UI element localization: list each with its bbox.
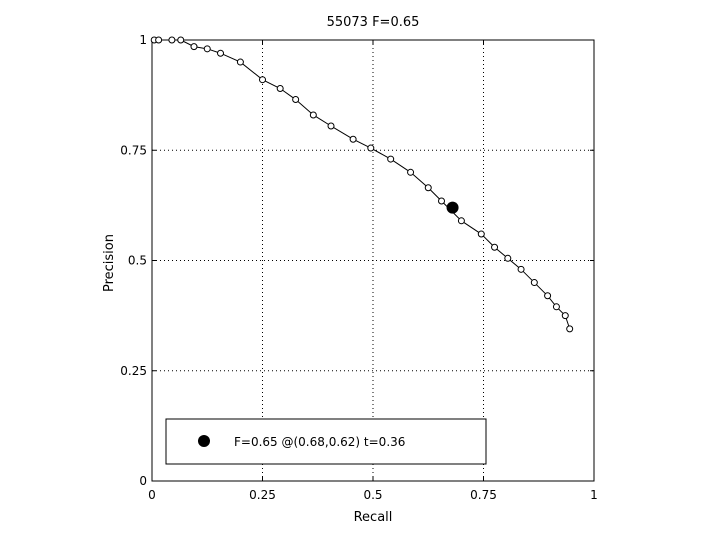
- legend-label: F=0.65 @(0.68,0.62) t=0.36: [234, 435, 405, 449]
- highlight-group: [446, 201, 459, 214]
- data-point: [309, 111, 317, 119]
- x-tick-label: 0.75: [470, 488, 497, 502]
- data-point: [424, 184, 432, 192]
- y-tick-label: 0.5: [128, 254, 147, 268]
- data-point: [349, 135, 357, 143]
- y-tick-labels: 0 0.25 0.5 0.75 1: [120, 33, 147, 488]
- y-tick-label: 1: [139, 33, 147, 47]
- chart-title: 55073 F=0.65: [327, 15, 420, 30]
- data-point: [491, 243, 499, 251]
- data-point: [367, 144, 375, 152]
- series-group: [150, 36, 574, 333]
- data-point: [387, 155, 395, 163]
- y-tick-label: 0.25: [120, 364, 147, 378]
- data-point: [259, 76, 266, 84]
- x-tick-label: 1: [590, 488, 598, 502]
- x-tick-labels: 0 0.25 0.5 0.75 1: [148, 488, 598, 502]
- data-point: [561, 312, 569, 320]
- data-point: [203, 45, 211, 53]
- data-point: [504, 254, 512, 262]
- data-point: [168, 36, 176, 44]
- x-tick-label: 0.25: [249, 488, 276, 502]
- series-line: [154, 39, 571, 330]
- data-point: [544, 292, 552, 300]
- x-tick-label: 0.5: [363, 488, 382, 502]
- data-point: [438, 197, 446, 205]
- legend-box: [165, 418, 487, 465]
- x-tick-label: 0: [148, 488, 156, 502]
- data-point: [530, 279, 538, 287]
- data-point: [517, 265, 525, 273]
- data-point: [236, 58, 244, 66]
- data-point: [292, 96, 300, 104]
- legend: F=0.65 @(0.68,0.62) t=0.36: [165, 418, 487, 465]
- y-tick-label: 0.75: [120, 143, 147, 157]
- best-f-point: [446, 201, 459, 214]
- data-point: [217, 49, 225, 57]
- data-point: [155, 36, 163, 44]
- data-point: [190, 43, 198, 51]
- data-point: [457, 217, 465, 225]
- legend-marker: [198, 435, 210, 447]
- data-point: [477, 230, 485, 238]
- data-point: [276, 85, 284, 93]
- data-point: [177, 36, 185, 44]
- data-point: [407, 168, 415, 176]
- data-point: [552, 303, 560, 311]
- y-axis-label: Precision: [102, 234, 117, 292]
- y-tick-label: 0: [139, 474, 147, 488]
- data-point: [566, 325, 574, 333]
- data-point: [327, 122, 335, 130]
- x-axis-label: Recall: [354, 510, 393, 525]
- grid: [152, 40, 594, 481]
